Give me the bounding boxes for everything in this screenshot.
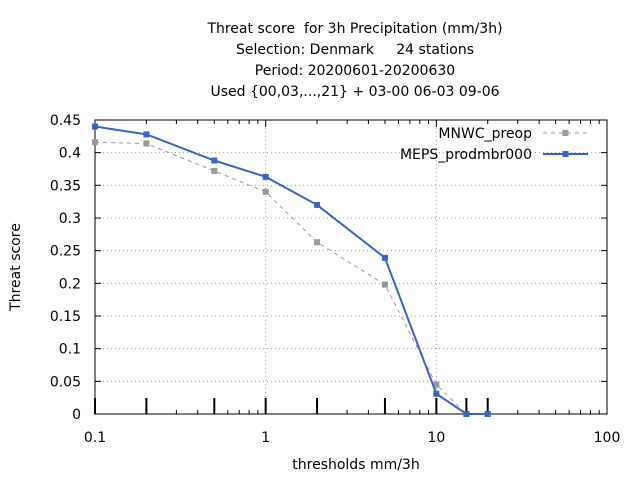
legend-marker xyxy=(562,130,569,136)
title-line-3: Period: 20200601-20200630 xyxy=(254,63,456,79)
y-tick-label: 0.45 xyxy=(50,113,81,129)
y-axis-ticks: 0 0.05 0.1 0.15 0.2 0.25 0.3 0.35 0.4 0.45 xyxy=(50,113,607,423)
data-point xyxy=(143,140,150,147)
data-point xyxy=(92,123,98,130)
series-MNWC_preop xyxy=(92,139,491,417)
data-point xyxy=(211,167,218,174)
series xyxy=(92,123,491,417)
x-tick-label: 100 xyxy=(594,430,621,446)
data-point xyxy=(211,157,218,164)
chart-title: Threat score for 3h Precipitation (mm/3h… xyxy=(150,19,560,103)
data-point xyxy=(314,201,321,208)
data-point xyxy=(433,390,440,397)
series-line xyxy=(94,125,488,415)
title-line-1: Threat score for 3h Precipitation (mm/3h… xyxy=(207,21,503,37)
series-MEPS_prodmbr000 xyxy=(92,123,491,417)
plot-frame xyxy=(94,119,608,415)
y-axis-label: Threat score xyxy=(8,223,24,312)
data-point xyxy=(433,381,440,388)
legend-marker xyxy=(562,151,569,157)
data-point xyxy=(262,188,269,195)
y-tick-label: 0.4 xyxy=(59,146,81,162)
x-tick-label: 1 xyxy=(261,430,270,446)
data-point xyxy=(314,239,321,246)
y-tick-label: 0.25 xyxy=(50,244,81,260)
x-axis-ticks: 0.1 1 10 100 xyxy=(84,120,621,446)
data-point xyxy=(381,254,388,261)
y-tick-label: 0 xyxy=(72,407,81,423)
series-line xyxy=(94,141,488,415)
data-point xyxy=(262,173,269,180)
title-line-4: Used {00,03,...,21} + 03-00 06-03 09-06 xyxy=(210,84,500,100)
y-tick-label: 0.1 xyxy=(59,342,81,358)
y-tick-label: 0.3 xyxy=(59,211,81,227)
data-point xyxy=(484,411,491,417)
data-point xyxy=(381,281,388,288)
data-point xyxy=(92,139,98,146)
grid xyxy=(95,120,607,414)
legend: MNWC_preop MEPS_prodmbr000 xyxy=(400,126,588,163)
y-tick-label: 0.15 xyxy=(50,309,81,325)
title-line-2: Selection: Denmark 24 stations xyxy=(235,42,475,58)
data-point xyxy=(143,131,150,138)
legend-label: MNWC_preop xyxy=(438,126,532,142)
y-tick-label: 0.05 xyxy=(50,374,81,390)
data-point xyxy=(463,411,470,417)
x-tick-label: 0.1 xyxy=(84,430,106,446)
x-tick-label: 10 xyxy=(427,430,445,446)
y-tick-label: 0.2 xyxy=(59,276,81,292)
legend-label: MEPS_prodmbr000 xyxy=(400,147,532,163)
x-axis-label: thresholds mm/3h xyxy=(292,457,419,473)
y-tick-label: 0.35 xyxy=(50,178,81,194)
